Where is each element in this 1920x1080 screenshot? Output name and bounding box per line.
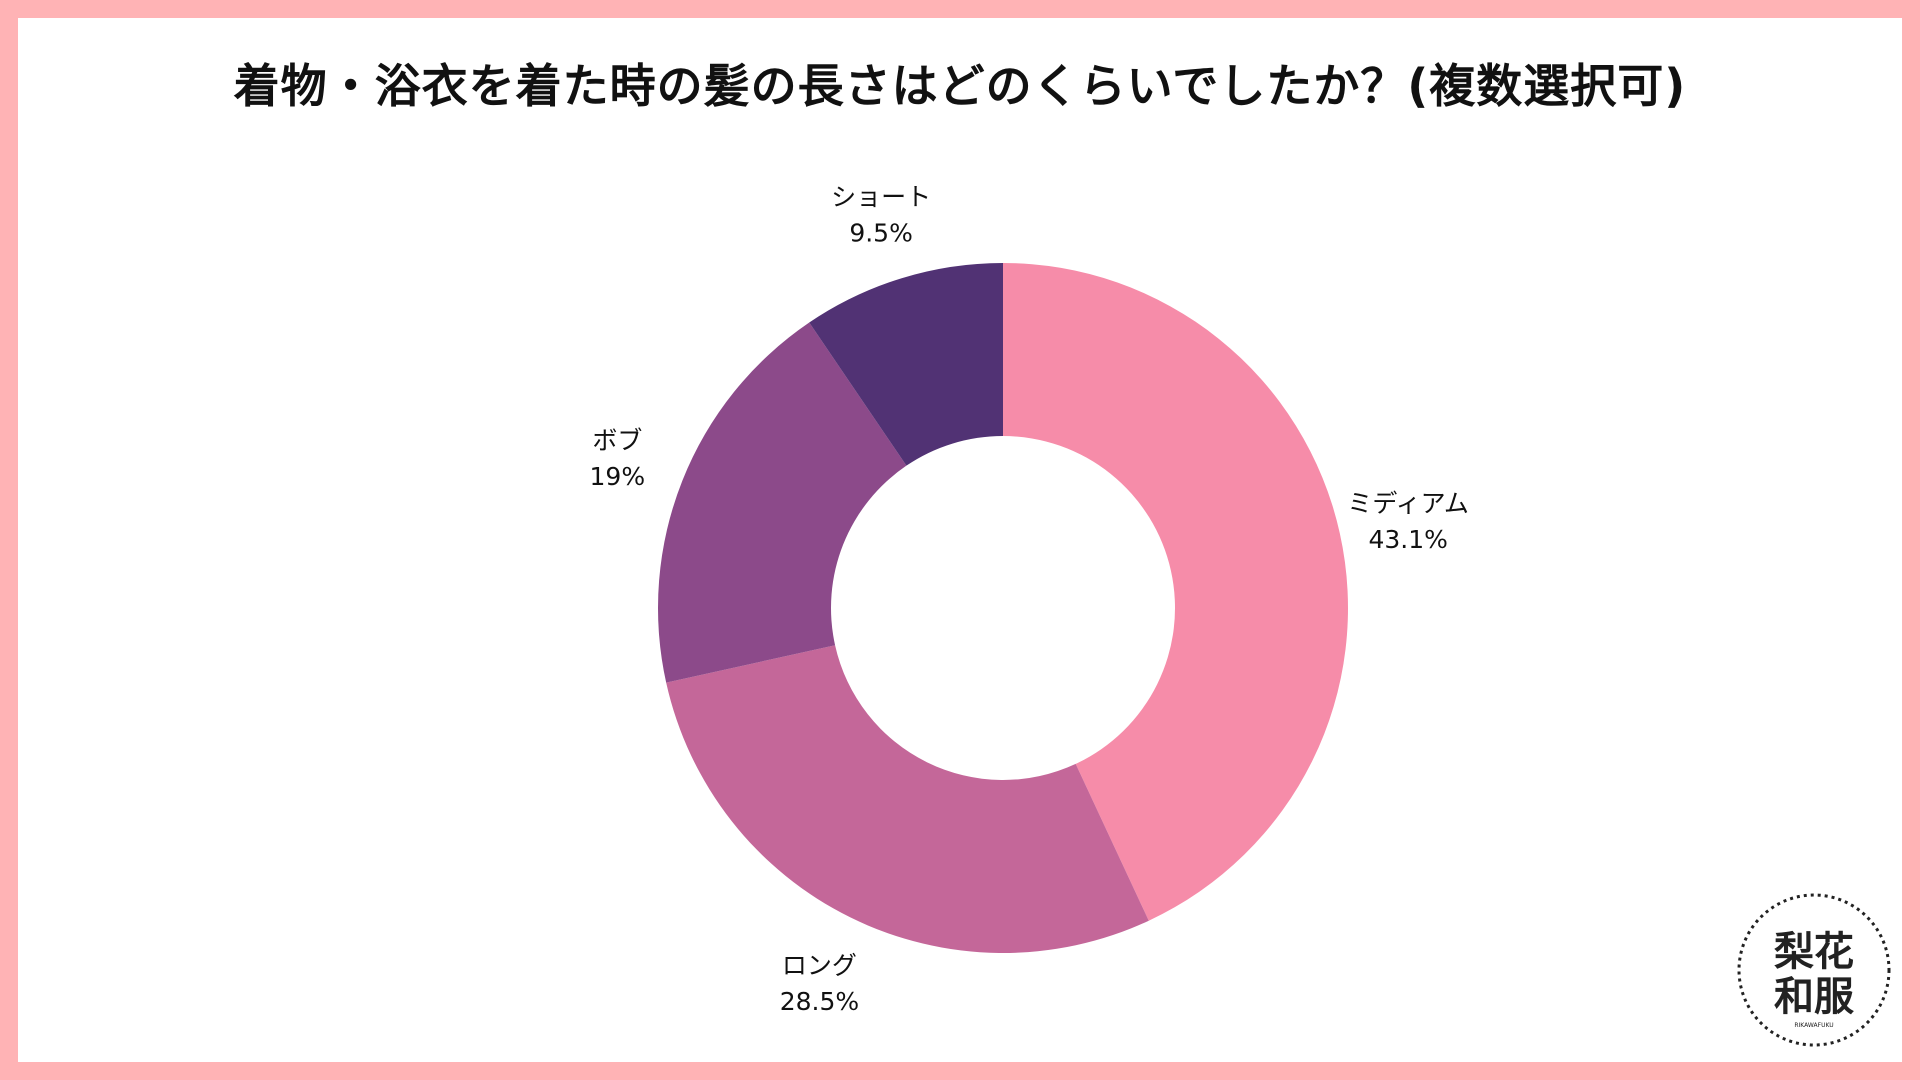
- slice-value-label: 9.5%: [849, 218, 913, 247]
- slice-label-2: ロング 28.5%: [780, 951, 859, 1016]
- slice-label-3: ボブ 19%: [590, 426, 646, 491]
- slice-label-1: ミディアム 43.1%: [1347, 489, 1469, 554]
- donut-slice-1: [1003, 263, 1349, 921]
- slice-value-label: 28.5%: [780, 987, 859, 1016]
- donut-slice-3: [658, 322, 907, 683]
- slice-label-4: ショート 9.5%: [831, 182, 931, 247]
- brand-logo: 梨花 和服 RIKAWAFUKU: [1737, 893, 1891, 1047]
- chart-title: 着物・浴衣を着た時の髪の長さはどのくらいでしたか？(複数選択可): [233, 59, 1687, 113]
- logo-text-bottom: 和服: [1774, 974, 1854, 1020]
- logo-dotted-ring: [1737, 893, 1891, 1047]
- logo-text-top: 梨花: [1774, 929, 1854, 975]
- logo-subtext: RIKAWAFUKU: [1794, 1022, 1833, 1029]
- slice-value-label: 19%: [590, 462, 646, 491]
- slice-category-label: ショート: [831, 182, 931, 211]
- slice-category-label: ロング: [782, 951, 857, 980]
- slice-value-label: 43.1%: [1368, 525, 1447, 554]
- slice-category-label: ボブ: [592, 426, 642, 455]
- donut-slice-2: [666, 645, 1149, 954]
- slice-category-label: ミディアム: [1347, 489, 1469, 518]
- donut-slice-4: [809, 263, 1003, 466]
